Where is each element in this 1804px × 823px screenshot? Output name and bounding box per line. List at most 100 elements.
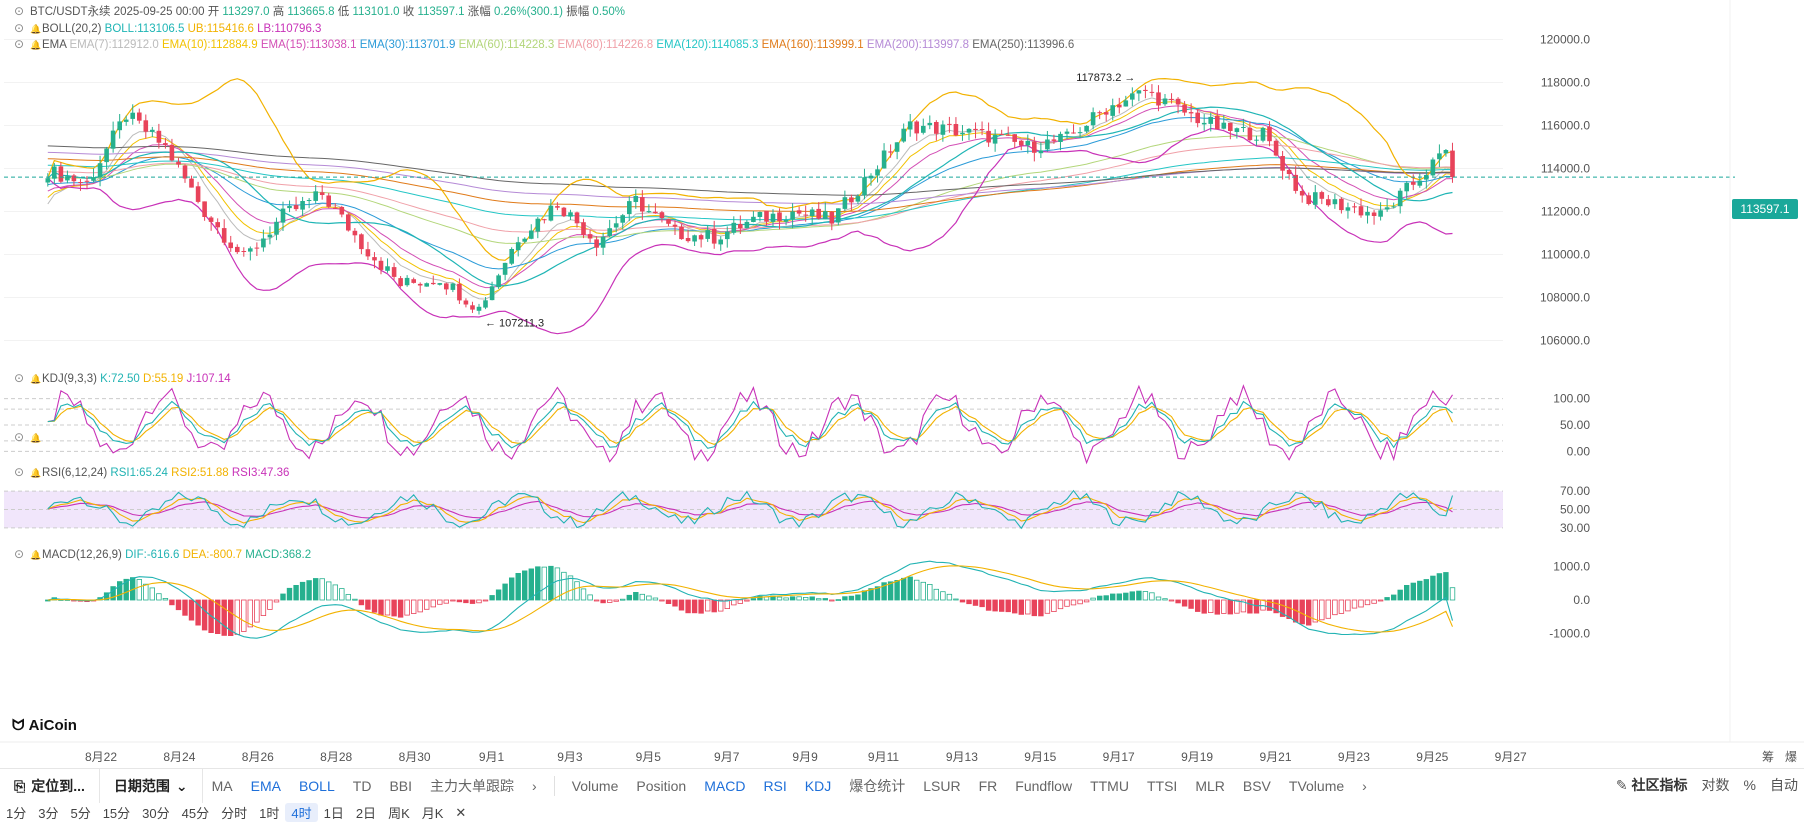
candle-body <box>143 120 149 132</box>
candle-body <box>679 226 684 240</box>
candle-body <box>372 257 377 261</box>
timeframe-11[interactable]: 周K <box>388 806 410 821</box>
candle-body <box>1326 199 1331 206</box>
macd-bar <box>1201 599 1207 614</box>
ema-line-250 <box>47 145 1453 196</box>
indicator-right-5[interactable]: 爆仓统计 <box>849 778 906 794</box>
macd-bar <box>1319 599 1325 621</box>
macd-bar <box>992 599 998 612</box>
close-icon[interactable]: ✕ <box>455 804 467 820</box>
aicoin-logo: ᗢ AiCoin <box>12 717 77 734</box>
auto-scale-toggle[interactable]: 自动 <box>1770 777 1798 793</box>
macd-bar <box>914 579 920 601</box>
macd-bar <box>874 586 881 601</box>
indicator-2[interactable]: BOLL <box>298 778 335 794</box>
rsi1-line <box>47 489 1454 530</box>
macd-bar <box>966 599 972 605</box>
indicator-1[interactable]: EMA <box>250 778 281 794</box>
ema-line-160 <box>47 156 1453 213</box>
timeframe-6[interactable]: 分时 <box>221 806 248 821</box>
macd-bar <box>881 582 887 601</box>
candle-body <box>169 144 175 161</box>
indicator-right-12[interactable]: BSV <box>1242 778 1271 794</box>
candle-body <box>842 197 848 209</box>
macd-bar <box>404 599 410 616</box>
timeframe-10[interactable]: 2日 <box>355 806 377 821</box>
candle-body <box>620 215 625 223</box>
indicator-right-4[interactable]: KDJ <box>804 778 832 794</box>
indicator-right-11[interactable]: MLR <box>1195 778 1225 794</box>
indicator-right-13[interactable]: TVolume <box>1288 778 1345 794</box>
candle-body <box>1417 180 1423 186</box>
legend-entry: RSI(6,12,24) <box>42 467 110 479</box>
timeframe-12[interactable]: 月K <box>421 806 444 821</box>
macd-bar <box>927 584 933 601</box>
boll-legend: BOLL(20,2) BOLL:113106.5 UB:115416.6 LB:… <box>42 23 321 35</box>
edit-icon: ✎ <box>1615 777 1632 793</box>
candle-body <box>1358 206 1364 216</box>
candle-body <box>992 134 998 144</box>
indicator-right-7[interactable]: FR <box>978 778 998 794</box>
rsi2-line <box>47 496 1453 524</box>
chevron-right-icon[interactable]: › <box>1362 778 1367 794</box>
timeframe-0[interactable]: 1分 <box>6 806 27 821</box>
chart-canvas[interactable]: 120000.0 118000.0 116000.0 114000.0 112000.0… <box>0 0 1804 768</box>
timeframe-4[interactable]: 30分 <box>142 806 170 821</box>
chevron-right-icon[interactable]: › <box>532 778 537 794</box>
indicator-right-1[interactable]: Position <box>636 778 687 794</box>
macd-bar <box>1364 599 1371 606</box>
macd-axis-label: 1000.0 <box>1553 560 1590 574</box>
macd-bar <box>495 589 502 601</box>
indicator-5[interactable]: 主力大单跟踪 <box>430 778 515 794</box>
candle-body <box>542 219 547 221</box>
candle-body <box>1123 100 1129 107</box>
indicator-right-8[interactable]: Fundflow <box>1015 778 1073 794</box>
candle-body <box>783 220 789 222</box>
indicator-right-10[interactable]: TTSI <box>1146 778 1178 794</box>
macd-bar <box>665 599 672 604</box>
indicator-0[interactable]: MA <box>211 778 233 794</box>
kdj-d-line <box>47 405 1453 446</box>
x-axis-label: 8月26 <box>242 750 274 764</box>
indicator-right-6[interactable]: LSUR <box>923 778 961 794</box>
indicator-4[interactable]: BBI <box>389 778 413 794</box>
timeframe-3[interactable]: 15分 <box>102 806 131 821</box>
indicator-right-3[interactable]: RSI <box>763 778 787 794</box>
price-axis-label: 108000.0 <box>1540 291 1590 305</box>
percent-toggle[interactable]: % <box>1743 777 1756 793</box>
legend-entry: EMA(30):113701.9 <box>360 39 459 51</box>
macd-bar <box>1443 572 1449 601</box>
indicator-3[interactable]: TD <box>352 778 372 794</box>
indicator-right-2[interactable]: MACD <box>704 778 746 794</box>
timeframe-7[interactable]: 1时 <box>259 806 280 821</box>
candle-body <box>836 208 841 223</box>
candle-body <box>404 277 410 286</box>
macd-bar <box>1404 585 1410 601</box>
bell-icon: 🔔 <box>30 433 41 443</box>
candle-body <box>1019 140 1024 146</box>
timeframe-1[interactable]: 3分 <box>38 806 59 821</box>
macd-bar <box>959 599 966 603</box>
community-indicator-button[interactable]: ✎ 社区指标 <box>1615 777 1688 793</box>
indicator-right-9[interactable]: TTMU <box>1090 778 1129 794</box>
macd-bar <box>430 599 436 608</box>
candle-body <box>1169 98 1174 100</box>
timeframe-8[interactable]: 4时 <box>285 803 318 822</box>
indicator-right-0[interactable]: Volume <box>571 778 619 794</box>
candle-body <box>84 180 90 182</box>
candle-body <box>823 211 828 220</box>
locate-button[interactable]: ⎘ 定位到... <box>0 769 100 803</box>
chevron-down-icon: ⌄ <box>175 777 188 794</box>
candle-body <box>829 212 835 224</box>
macd-bar <box>286 587 293 601</box>
macd-bar <box>306 580 312 601</box>
macd-bar <box>293 585 299 601</box>
candle-body <box>888 151 893 153</box>
candle-body <box>150 129 155 132</box>
log-scale-toggle[interactable]: 对数 <box>1701 777 1730 793</box>
date-range-button[interactable]: 日期范围 ⌄ <box>100 769 203 803</box>
timeframe-9[interactable]: 1日 <box>323 806 344 821</box>
timeframe-2[interactable]: 5分 <box>70 806 91 821</box>
macd-bar <box>1423 579 1429 601</box>
timeframe-5[interactable]: 45分 <box>181 806 210 821</box>
